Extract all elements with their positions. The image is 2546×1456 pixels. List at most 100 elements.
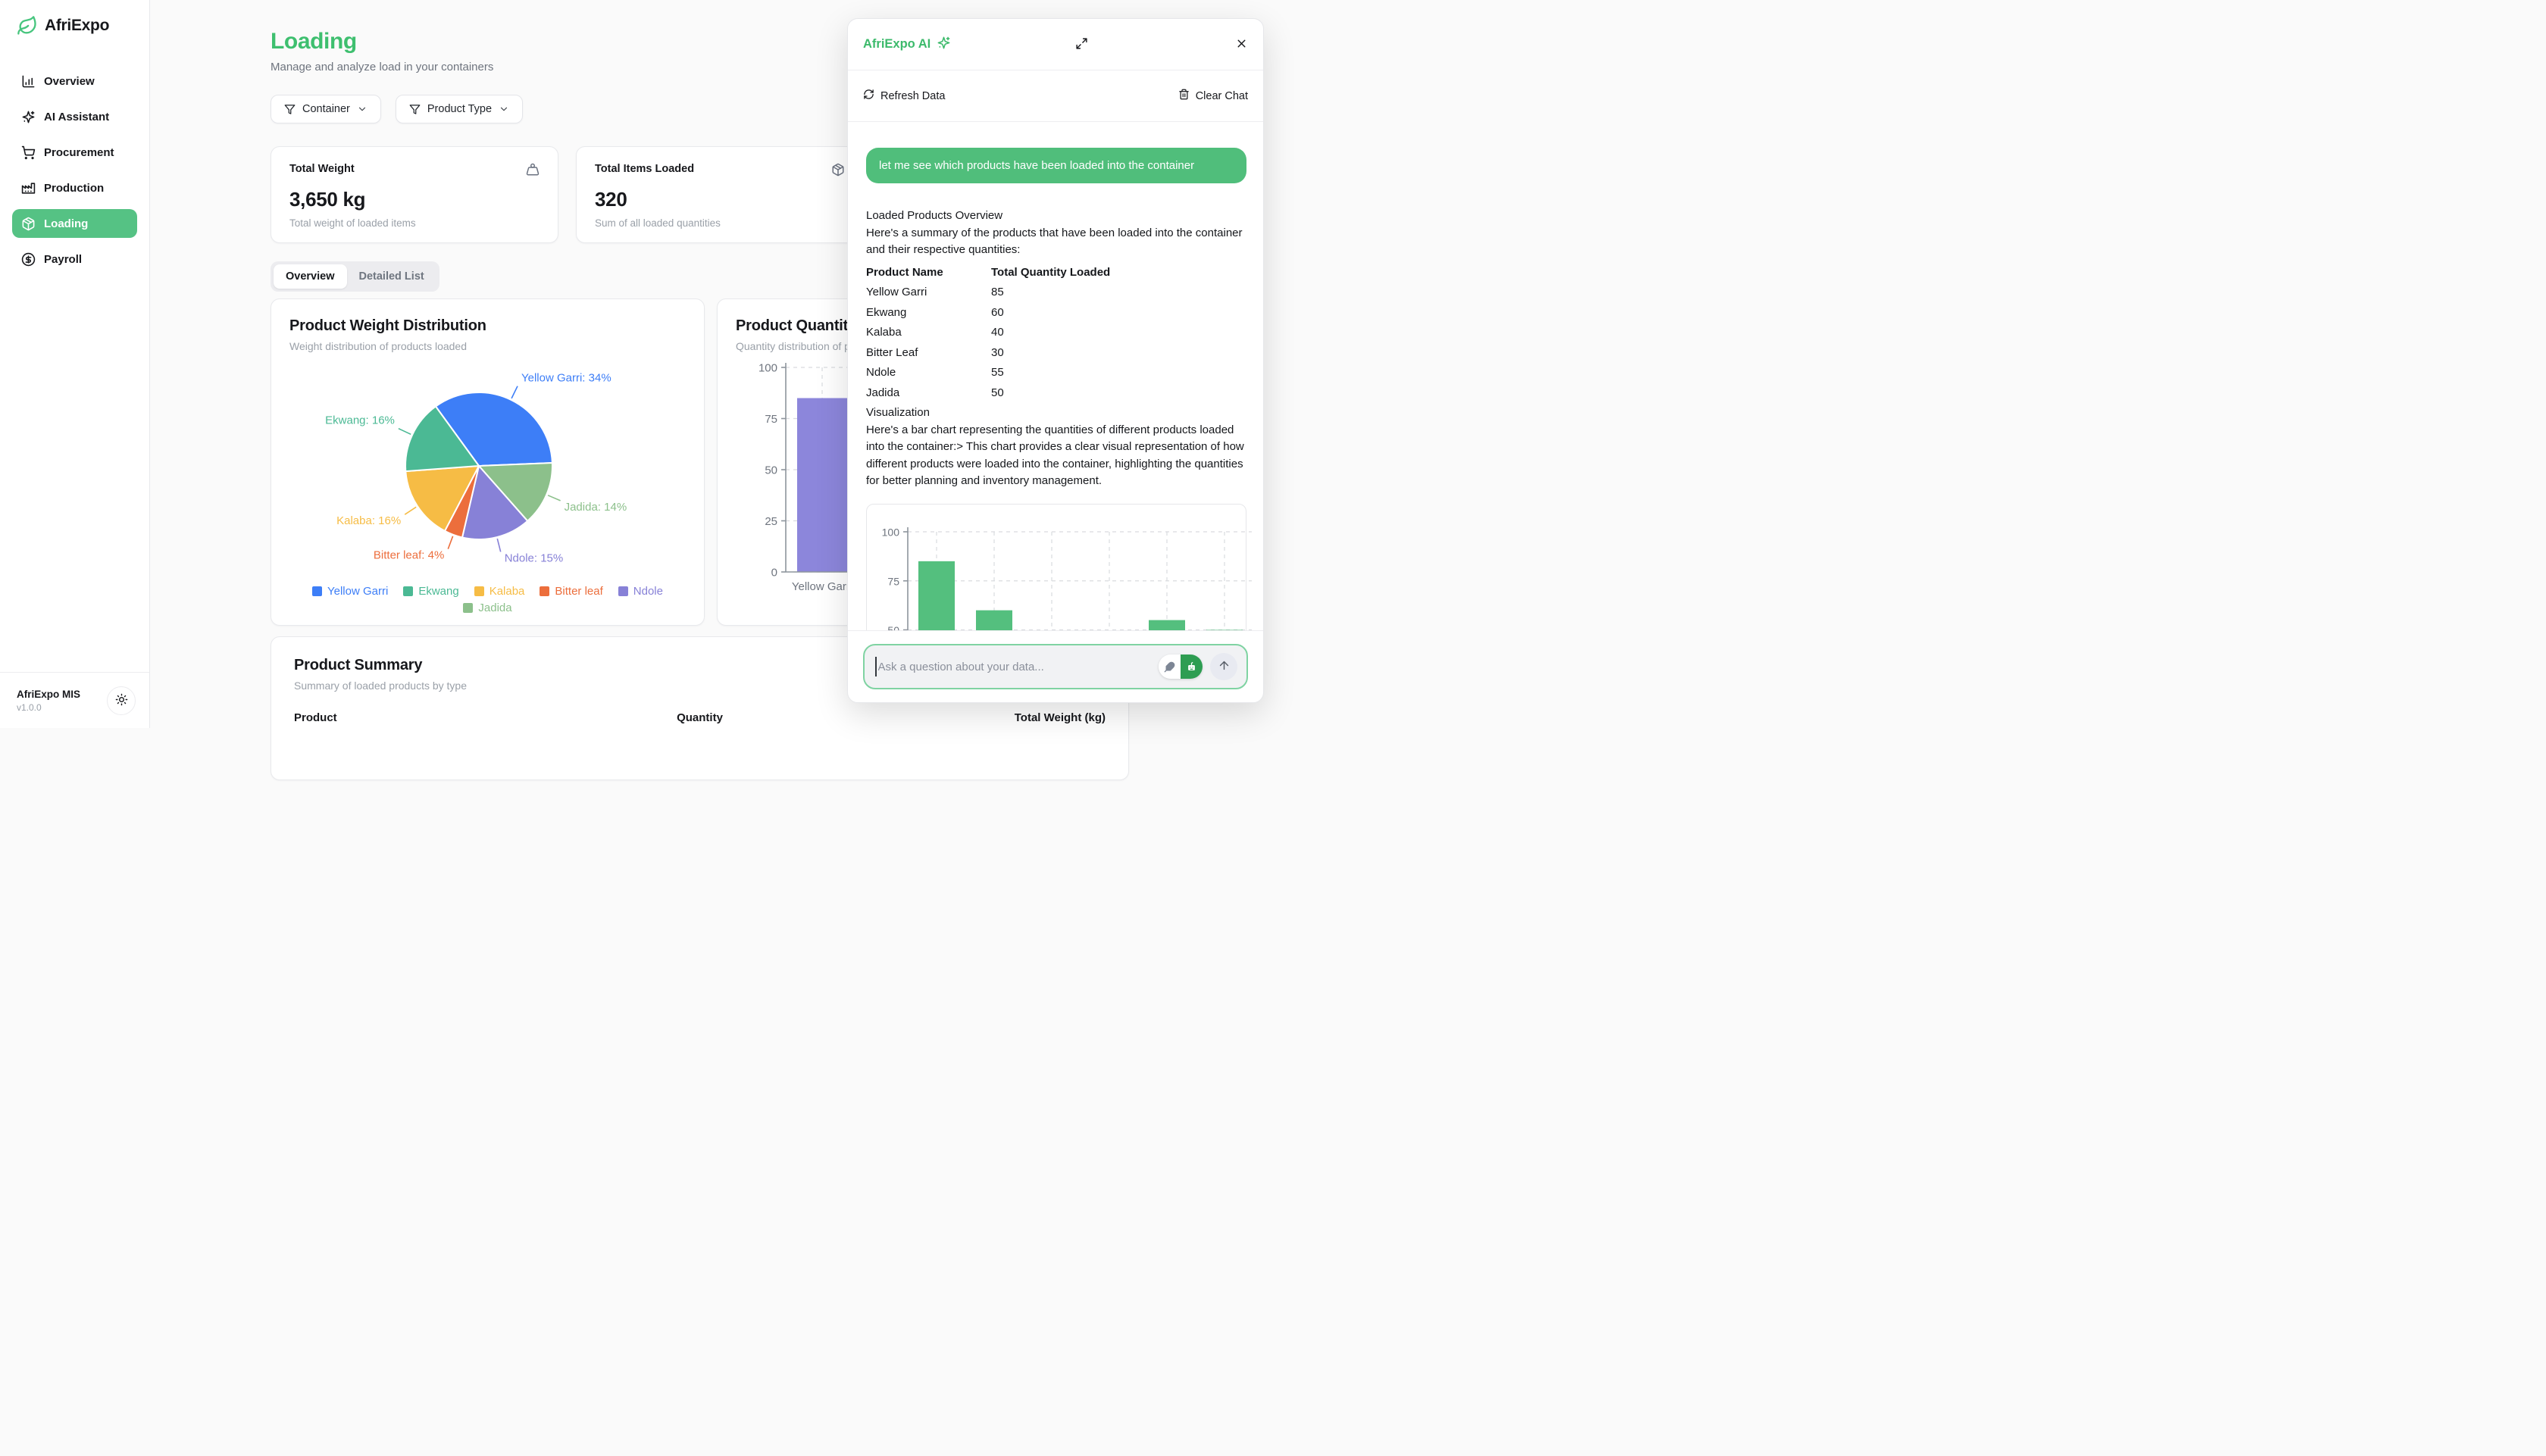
svg-text:50: 50 [765,464,777,477]
brand-name: AfriExpo [45,17,110,34]
legend-item-kalaba[interactable]: Kalaba [474,585,524,598]
brand: AfriExpo [0,0,149,36]
legend-item-jadida[interactable]: Jadida [463,601,512,614]
product-quantity: 50 [991,386,1004,399]
refresh-data-label: Refresh Data [880,89,946,102]
funnel-icon [284,104,296,115]
chat-messages: let me see which products have been load… [848,122,1263,630]
pie-chart-card: Product Weight Distribution Weight distr… [271,298,705,626]
bar-yellow-garri [918,561,955,630]
table-row: Kalaba 40 [866,323,1110,343]
sidebar-item-label: Production [44,181,105,195]
ai-panel-title-text: AfriExpo AI [863,37,931,51]
pie-card-subtitle: Weight distribution of products loaded [289,340,467,352]
table-row: Ndole 55 [866,363,1110,383]
legend-swatch [312,586,322,596]
cart-icon [21,145,36,160]
page-title: Loading [271,29,357,54]
chevron-down-icon [499,104,509,114]
stat-value: 3,650 kg [289,188,366,211]
chevron-down-icon [357,104,368,114]
sparkles-icon [937,36,951,54]
dollar-circle-icon [21,252,36,267]
summary-col-total-weight: Total Weight (kg) [1014,711,1106,724]
product-quantity: 85 [991,286,1004,298]
table-row: Bitter Leaf 30 [866,343,1110,364]
stat-label: Total Items Loaded [595,163,695,175]
product-quantity: 30 [991,345,1004,359]
tab-overview[interactable]: Overview [274,264,347,289]
clear-chat-button[interactable]: Clear Chat [1178,89,1248,103]
svg-text:75: 75 [765,413,777,426]
sidebar-item-procurement[interactable]: Procurement [12,138,137,167]
pie-slice-label: Ekwang: 16% [325,414,395,427]
theme-toggle-button[interactable] [107,686,136,715]
legend-item-ndole[interactable]: Ndole [618,585,663,598]
pie-slice-label: Kalaba: 16% [336,514,401,527]
bar-yellow-garri [797,398,847,572]
feather-icon [1159,655,1181,679]
sidebar-item-label: Procurement [44,145,114,159]
svg-text:75: 75 [887,575,899,587]
sidebar-item-label: Loading [44,217,89,230]
summary-title: Product Summary [294,657,423,673]
svg-text:100: 100 [758,362,777,375]
send-button[interactable] [1210,653,1237,680]
legend-item-ekwang[interactable]: Ekwang [403,585,459,598]
sidebar-item-label: AI Assistant [44,110,110,123]
page-subtitle: Manage and analyze load in your containe… [271,61,494,73]
tab-detailed-list[interactable]: Detailed List [358,270,424,283]
ai-assistant-panel: AfriExpo AI Refresh Data Clear Chat let … [847,18,1264,703]
table-row: Yellow Garri 85 [866,283,1110,303]
stat-card-total-items-loaded: Total Items Loaded 320 Sum of all loaded… [576,146,864,243]
table-header-row: Product Name Total Quantity Loaded [866,265,1111,279]
filter-container[interactable]: Container [271,95,381,123]
ai-panel-toolbar: Refresh Data Clear Chat [848,70,1263,122]
legend-swatch [403,586,414,596]
filters-row: Container Product Type [271,95,524,123]
stat-caption: Total weight of loaded items [289,217,416,229]
chat-input[interactable] [877,660,1159,673]
tabs: Overview Detailed List [271,261,439,292]
assistant-viz-text: Here's a bar chart representing the quan… [866,423,1244,488]
chat-input-bar [848,630,1263,702]
close-icon [1235,37,1248,52]
expand-panel-button[interactable] [1075,37,1088,52]
sidebar-item-ai-assistant[interactable]: AI Assistant [12,102,137,131]
summary-table-header: Product Quantity Total Weight (kg) [294,711,1106,724]
legend-swatch [540,586,550,596]
legend-swatch [474,586,484,596]
leaf-logo-icon [17,15,38,36]
legend-item-yellow-garri[interactable]: Yellow Garri [312,585,388,598]
user-message-bubble: let me see which products have been load… [866,148,1246,183]
pie-slice-label: Bitter leaf: 4% [374,549,444,562]
sidebar-item-loading[interactable]: Loading [12,209,137,238]
product-name: Ekwang [866,305,907,319]
sidebar-item-production[interactable]: Production [12,173,137,202]
sidebar-item-label: Payroll [44,252,83,266]
legend-item-bitter-leaf[interactable]: Bitter leaf [540,585,603,598]
weight-icon [526,163,540,180]
pie-chart: Yellow Garri: 34% Jadida: 14% Ndole: 15% Bi… [325,372,627,565]
pie-slice-label: Ndole: 15% [505,551,564,564]
filter-product-type[interactable]: Product Type [395,95,524,123]
summary-col-product: Product [294,711,337,724]
svg-text:Yellow Garri: Yellow Garri [792,580,852,593]
funnel-icon [409,104,421,115]
sidebar-footer: AfriExpo MIS v1.0.0 [0,672,149,728]
refresh-data-button[interactable]: Refresh Data [863,89,945,103]
chat-input-box[interactable] [863,644,1248,689]
table-row: Jadida 50 [866,383,1110,404]
package-icon [831,163,845,180]
summary-col-quantity: Quantity [677,711,723,724]
maximize-icon [1075,37,1088,52]
assistant-mode-toggle[interactable] [1159,655,1203,679]
sidebar-item-overview[interactable]: Overview [12,67,137,95]
assistant-heading: Loaded Products Overview [866,209,1003,222]
sidebar-item-label: Overview [44,74,95,88]
sidebar-item-payroll[interactable]: Payroll [12,245,137,273]
close-panel-button[interactable] [1235,37,1248,52]
product-quantity: 40 [991,326,1004,339]
